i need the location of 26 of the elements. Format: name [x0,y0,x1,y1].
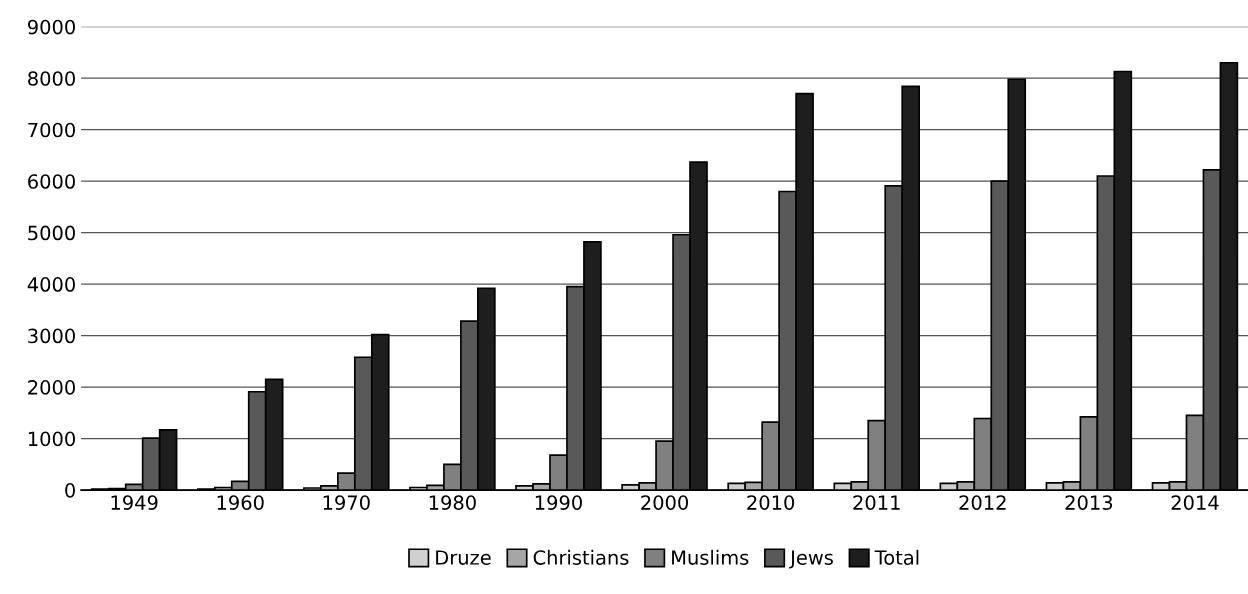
x-tick-label: 2010 [747,495,795,510]
legend-label: Christians [533,549,629,565]
y-tick-label: 5000 [28,225,75,241]
x-tick-label: 1990 [535,495,582,510]
legend-label: Total [874,549,919,565]
x-tick-label: 1949 [111,495,158,510]
y-tick-label: 3000 [28,328,75,344]
y-tick-label: 6000 [28,174,75,189]
y-tick-label: 7000 [28,122,75,138]
y-tick-label: 0 [65,483,75,498]
x-tick-label: 1960 [217,495,264,510]
legend-label: Jews [789,550,833,569]
y-tick-label: 8000 [28,71,75,86]
y-tick-label: 9000 [28,19,75,35]
legend-label: Druze [436,550,491,565]
y-tick-label: 2000 [28,380,75,395]
legend-label: Muslims [672,549,749,565]
x-tick-label: 2012 [959,495,1006,510]
x-tick-label: 2014 [1171,495,1219,510]
x-tick-label: 2000 [641,495,689,510]
y-tick-label: 4000 [27,277,75,292]
x-tick-label: 2013 [1065,495,1113,510]
y-tick-label: 1000 [28,431,75,447]
x-tick-label: 1970 [323,495,370,510]
x-tick-label: 2011 [853,495,900,510]
x-tick-label: 1980 [429,495,476,510]
